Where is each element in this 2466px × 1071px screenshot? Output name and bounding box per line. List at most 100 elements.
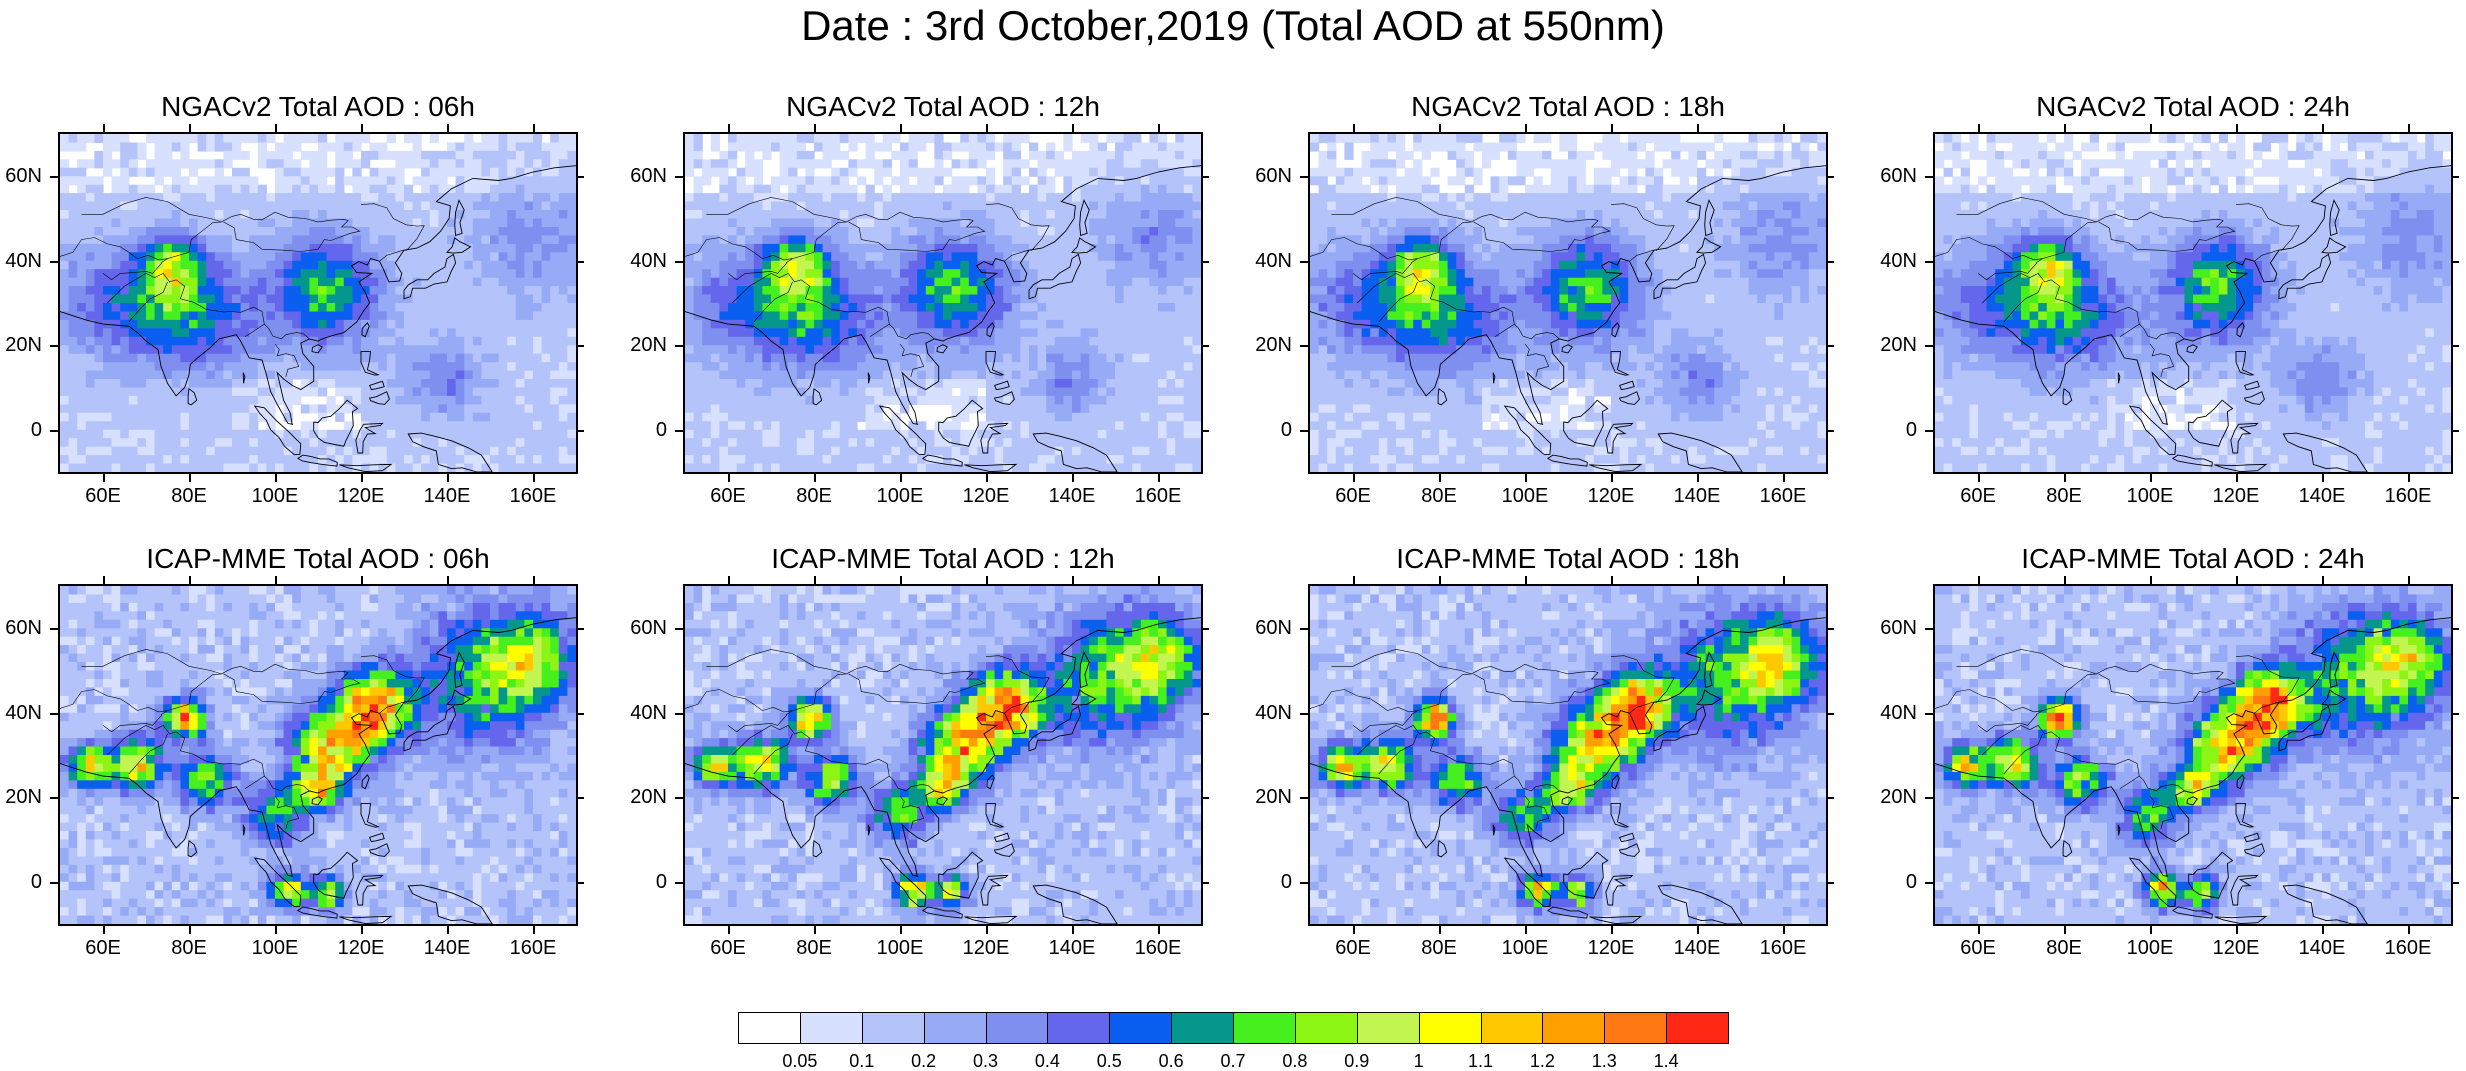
colorbar-swatch: [1604, 1012, 1668, 1044]
lon-tick: [1525, 576, 1527, 584]
panel-title: ICAP-MME Total AOD : 24h: [2021, 543, 2365, 574]
lon-tick: [2408, 474, 2410, 482]
colorbar-swatch: [1418, 1012, 1482, 1044]
colorbar-swatch: [1480, 1012, 1544, 1044]
lat-tick: [1201, 260, 1209, 263]
lat-tick: [2451, 176, 2459, 179]
lon-tick: [189, 576, 191, 584]
lon-tick: [1439, 124, 1441, 132]
colorbar: [738, 1012, 1729, 1046]
lat-tick: [576, 628, 584, 631]
lon-tick: [1978, 576, 1980, 584]
lat-tick: [1826, 628, 1834, 631]
lon-tick-label: 80E: [796, 485, 832, 507]
lat-tick: [50, 345, 58, 348]
lat-tick: [1826, 260, 1834, 263]
lon-tick: [1697, 474, 1699, 482]
colorbar-label: 1.4: [1653, 1051, 1679, 1071]
lat-tick: [576, 797, 584, 800]
colorbar-swatch: [861, 1012, 925, 1044]
aod-field: [1935, 586, 2451, 924]
country-borders: [60, 649, 425, 877]
lat-tick: [1925, 797, 1933, 800]
lon-tick-label: 60E: [1335, 485, 1371, 507]
lat-tick: [1300, 345, 1308, 348]
lat-tick-label: 0: [655, 418, 667, 441]
lat-tick: [1826, 345, 1834, 348]
lon-tick: [814, 576, 816, 584]
lon-tick: [103, 124, 105, 132]
colorbar-label: 0.2: [911, 1051, 937, 1071]
colorbar-label: 0.7: [1220, 1051, 1246, 1071]
lon-tick: [103, 926, 105, 934]
lat-tick: [1826, 712, 1834, 715]
lat-tick: [50, 628, 58, 631]
lon-tick-label: 60E: [710, 937, 746, 959]
lon-tick: [1158, 576, 1160, 584]
lat-tick: [50, 260, 58, 263]
lon-tick-label: 80E: [1421, 485, 1457, 507]
lon-tick: [728, 926, 730, 934]
aod-field: [1310, 134, 1826, 472]
country-borders: [1935, 649, 2300, 877]
lon-tick: [1697, 926, 1699, 934]
lon-tick-label: 100E: [2126, 485, 2174, 507]
lon-tick: [447, 474, 449, 482]
colorbar-label: 0.6: [1158, 1051, 1184, 1071]
lon-tick: [728, 576, 730, 584]
lon-tick: [2322, 576, 2324, 584]
lon-tick-label: 140E: [1673, 485, 1721, 507]
lon-tick: [900, 576, 902, 584]
lat-tick: [1201, 628, 1209, 631]
aod-grid-cells: [1310, 586, 1826, 924]
lon-tick: [2236, 926, 2238, 934]
lat-tick: [2451, 345, 2459, 348]
map-plot-area: [683, 584, 1203, 926]
map-plot-area: [683, 132, 1203, 474]
map-panel: NGACv2 Total AOD : 24h 60N 40N 20N 0 60E 80E 10…: [1880, 90, 2459, 506]
lon-tick: [1158, 124, 1160, 132]
lon-tick: [533, 576, 535, 584]
lat-tick: [1300, 176, 1308, 179]
lon-tick: [533, 926, 535, 934]
aod-field: [1310, 586, 1826, 924]
lon-tick-label: 100E: [251, 485, 299, 507]
lat-tick-label: 40N: [5, 249, 42, 272]
lon-tick-label: 140E: [2298, 937, 2346, 959]
aod-grid-cells: [685, 134, 1201, 472]
aod-field: [1935, 134, 2451, 472]
lon-tick: [1697, 576, 1699, 584]
lon-tick: [2064, 124, 2066, 132]
lat-tick: [2451, 628, 2459, 631]
lon-tick-label: 160E: [509, 937, 557, 959]
lon-tick: [275, 576, 277, 584]
lat-tick: [675, 712, 683, 715]
lat-tick-label: 0: [30, 418, 42, 441]
coastlines: [60, 165, 576, 472]
panel-title: NGACv2 Total AOD : 24h: [2036, 91, 2350, 122]
lat-tick: [675, 881, 683, 884]
coastlines: [685, 165, 1201, 472]
lat-tick-label: 40N: [630, 249, 667, 272]
lon-tick: [1783, 124, 1785, 132]
lon-tick: [2408, 926, 2410, 934]
aod-grid-cells: [685, 586, 1201, 924]
colorbar-label: 1.2: [1529, 1051, 1555, 1071]
lon-tick: [189, 124, 191, 132]
lat-tick: [1300, 628, 1308, 631]
lon-tick-label: 120E: [2212, 937, 2260, 959]
lon-tick: [1439, 576, 1441, 584]
colorbar-swatch: [738, 1012, 801, 1044]
lat-tick-label: 20N: [1255, 786, 1292, 809]
lat-tick: [675, 176, 683, 179]
aod-grid-cells: [60, 134, 576, 472]
lat-tick-label: 40N: [1880, 701, 1917, 724]
lon-tick: [2150, 474, 2152, 482]
lat-tick-label: 60N: [1255, 165, 1292, 188]
lon-tick: [2408, 124, 2410, 132]
lat-tick: [50, 797, 58, 800]
lat-tick: [675, 345, 683, 348]
lon-tick: [447, 576, 449, 584]
lon-tick-label: 60E: [1335, 937, 1371, 959]
lon-tick-label: 140E: [423, 485, 471, 507]
